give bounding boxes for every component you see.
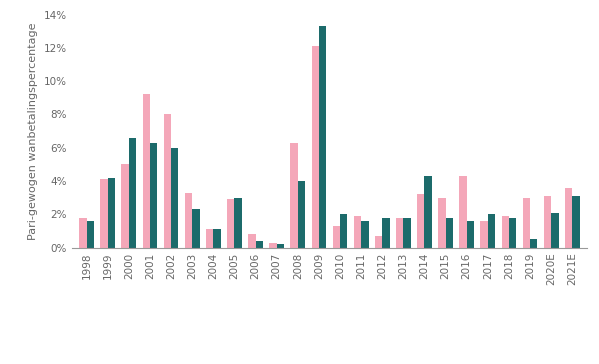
Bar	[185, 193, 192, 248]
Bar	[467, 221, 474, 248]
Bar	[459, 176, 467, 248]
Bar	[523, 198, 530, 248]
Bar	[572, 196, 580, 248]
Bar	[227, 199, 234, 248]
Bar	[354, 216, 361, 248]
Bar	[277, 244, 284, 248]
Bar	[311, 46, 319, 248]
Bar	[171, 148, 179, 248]
Bar	[396, 218, 403, 248]
Bar	[298, 181, 305, 248]
Bar	[291, 143, 298, 248]
Bar	[501, 216, 509, 248]
Bar	[213, 229, 220, 248]
Bar	[192, 209, 199, 248]
Bar	[530, 239, 537, 248]
Bar	[382, 218, 389, 248]
Bar	[129, 138, 136, 248]
Bar	[150, 143, 158, 248]
Bar	[544, 196, 551, 248]
Bar	[256, 241, 263, 248]
Bar	[248, 234, 256, 248]
Bar	[332, 226, 340, 248]
Bar	[143, 94, 150, 248]
Bar	[375, 236, 382, 248]
Bar	[551, 213, 558, 248]
Bar	[108, 178, 115, 248]
Bar	[234, 198, 242, 248]
Bar	[340, 214, 347, 248]
Bar	[361, 221, 368, 248]
Bar	[446, 218, 453, 248]
Bar	[101, 179, 108, 248]
Bar	[164, 114, 171, 248]
Bar	[488, 214, 495, 248]
Bar	[565, 187, 572, 248]
Bar	[79, 218, 87, 248]
Bar	[417, 194, 425, 248]
Bar	[87, 221, 94, 248]
Bar	[480, 221, 488, 248]
Bar	[438, 198, 446, 248]
Bar	[122, 164, 129, 248]
Bar	[425, 176, 432, 248]
Bar	[270, 242, 277, 248]
Bar	[319, 26, 326, 248]
Y-axis label: Pari-gewogen wanbetalingspercentage: Pari-gewogen wanbetalingspercentage	[28, 22, 38, 240]
Bar	[206, 229, 213, 248]
Bar	[403, 218, 411, 248]
Bar	[509, 218, 516, 248]
